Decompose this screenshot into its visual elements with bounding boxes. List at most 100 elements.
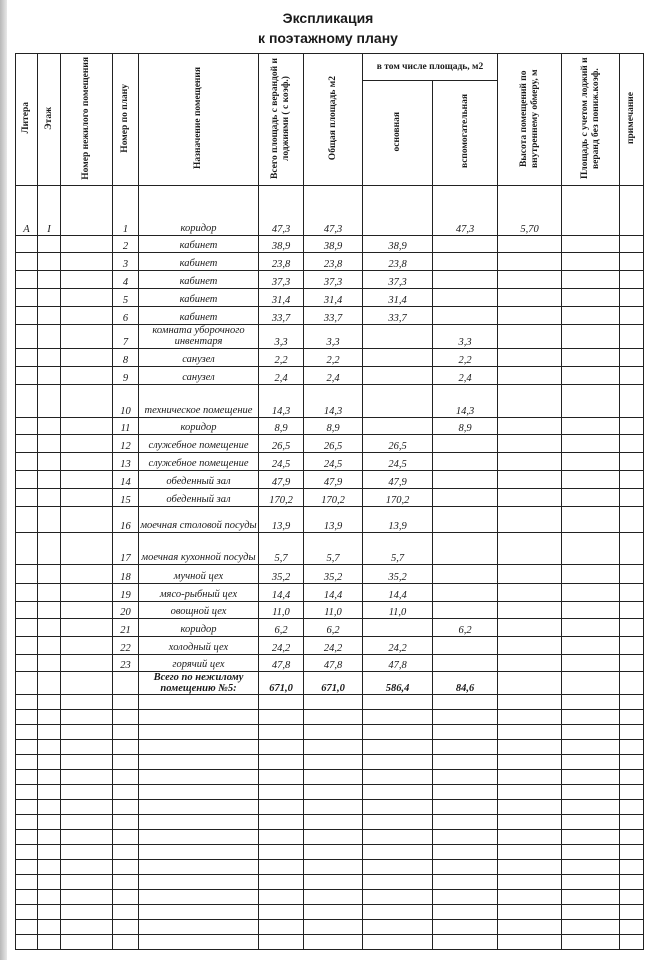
cell-aux [432,654,498,672]
cell-main: 13,9 [362,506,433,533]
cell-height [497,306,562,325]
empty-cell [112,784,139,800]
cell-no: 7 [112,324,139,349]
header-total-area: Всего площадь с верандой и лоджиями ( с … [258,53,304,186]
empty-cell [37,694,61,710]
cell-common: 33,7 [303,306,363,325]
empty-row [15,814,644,830]
cell-litera [15,288,38,307]
header-purpose: Назначение помещения [138,53,259,186]
cell-floor [37,506,61,533]
cell-aux [432,564,498,584]
empty-cell [60,784,113,800]
cell-total: 31,4 [258,288,304,307]
cell-no: 21 [112,618,139,637]
cell-premise [60,452,113,471]
cell-total: 24,2 [258,636,304,655]
empty-cell [60,709,113,725]
cell-note [619,532,644,565]
explication-table: Литера Этаж Номер нежилого помещения Ном… [15,53,644,950]
cell-main: 26,5 [362,434,433,453]
cell-loggia [561,583,620,602]
cell-loggia [561,601,620,619]
cell-name: коридор [138,417,259,435]
empty-cell [497,724,562,740]
cell-aux [432,506,498,533]
table-row: 4 кабинет 37,3 37,3 37,3 [15,270,644,289]
empty-cell [60,874,113,890]
table-row: 9 санузел 2,4 2,4 2,4 [15,366,644,385]
cell-common: 14,3 [303,384,363,418]
cell-common: 170,2 [303,488,363,507]
empty-cell [619,694,644,710]
empty-cell [60,724,113,740]
cell-loggia [561,470,620,489]
empty-cell [362,844,433,860]
cell-litera [15,306,38,325]
empty-cell [138,799,259,815]
total-cell-no [112,671,139,695]
empty-cell [561,829,620,845]
cell-total: 23,8 [258,252,304,271]
cell-loggia [561,532,620,565]
empty-row [15,694,644,710]
empty-cell [497,739,562,755]
cell-aux: 2,4 [432,366,498,385]
cell-height [497,324,562,349]
cell-aux [432,583,498,602]
cell-litera [15,324,38,349]
header-plan-no: Номер по плану [112,53,139,186]
cell-note [619,366,644,385]
cell-no: 8 [112,348,139,367]
empty-row [15,709,644,725]
cell-main [362,348,433,367]
total-cell-premise [60,671,113,695]
cell-total: 2,2 [258,348,304,367]
table-row: 20 овощной цех 11,0 11,0 11,0 [15,601,644,619]
empty-cell [37,934,61,950]
cell-total: 13,9 [258,506,304,533]
cell-litera [15,434,38,453]
empty-cell [303,904,363,920]
empty-cell [619,934,644,950]
empty-cell [37,829,61,845]
table-row: 18 мучной цех 35,2 35,2 35,2 [15,564,644,584]
empty-cell [432,904,498,920]
empty-cell [37,784,61,800]
cell-premise [60,235,113,253]
empty-cell [497,859,562,875]
cell-no: 4 [112,270,139,289]
empty-cell [303,799,363,815]
empty-cell [432,709,498,725]
cell-aux: 47,3 [432,185,498,236]
cell-total: 8,9 [258,417,304,435]
empty-cell [15,709,38,725]
empty-cell [258,709,304,725]
header-floor: Этаж [37,53,61,186]
cell-total: 47,3 [258,185,304,236]
empty-cell [432,724,498,740]
empty-cell [497,919,562,935]
empty-cell [432,859,498,875]
cell-litera [15,618,38,637]
cell-total: 14,3 [258,384,304,418]
cell-no: 23 [112,654,139,672]
cell-common: 3,3 [303,324,363,349]
cell-height [497,654,562,672]
cell-aux [432,532,498,565]
cell-height [497,288,562,307]
cell-floor [37,601,61,619]
total-cell-height [497,671,562,695]
empty-cell [138,754,259,770]
empty-cell [303,934,363,950]
cell-main: 47,9 [362,470,433,489]
cell-loggia [561,417,620,435]
cell-common: 37,3 [303,270,363,289]
cell-loggia [561,506,620,533]
cell-premise [60,434,113,453]
cell-common: 13,9 [303,506,363,533]
cell-no: 19 [112,583,139,602]
header-aux: вспомогательная [432,80,498,186]
cell-common: 14,4 [303,583,363,602]
